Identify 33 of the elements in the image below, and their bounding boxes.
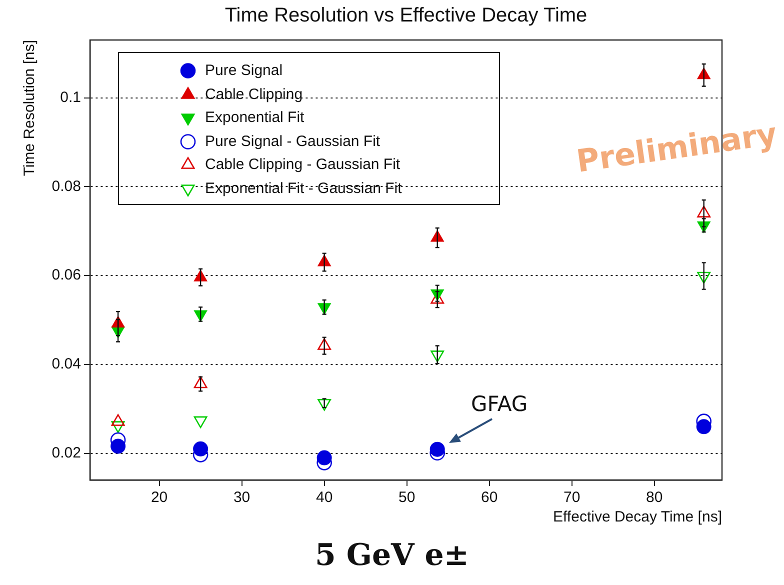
y-tick-label: 0.02 (52, 444, 81, 462)
text: 5 GeV e± (314, 538, 470, 573)
legend-label: Pure Signal - Gaussian Fit (205, 132, 380, 150)
point (111, 414, 125, 426)
annotation: GFAG (471, 392, 528, 416)
point (430, 442, 445, 457)
point (110, 438, 126, 454)
legend-label: Exponential Fit - Gaussian Fit (205, 180, 402, 197)
point (193, 441, 208, 456)
x-axis-title: Effective Decay Time [ns] (553, 508, 722, 526)
x-tick-label: 60 (480, 489, 498, 506)
point (696, 419, 712, 434)
point (318, 338, 332, 350)
x-tick-label: 80 (646, 489, 663, 506)
legend-label: Exponential Fit (205, 109, 304, 126)
y-axis-title: Time Resolution [ns] (21, 40, 38, 176)
annotation: Preliminary (574, 116, 780, 180)
y-tick-label: 0.06 (52, 266, 81, 284)
x-tick-label: 20 (150, 489, 168, 506)
x-tick-label: 50 (398, 489, 416, 506)
point (697, 206, 711, 218)
x-tick-label: 70 (563, 489, 580, 506)
chart-title: Time Resolution vs Effective Decay Time (224, 4, 588, 27)
x-tick-label: 30 (233, 489, 250, 506)
x-tick-label: 40 (316, 489, 333, 506)
point (194, 376, 208, 388)
legend-label: Pure Signal (205, 62, 283, 80)
legend-label: Cable Clipping (205, 86, 303, 103)
y-tick-label: 0.1 (60, 88, 81, 106)
y-tick-label: 0.04 (52, 356, 81, 373)
point (316, 450, 332, 466)
y-tick-label: 0.08 (52, 178, 81, 195)
legend-label: Cable Clipping - Gaussian Fit (205, 156, 400, 174)
